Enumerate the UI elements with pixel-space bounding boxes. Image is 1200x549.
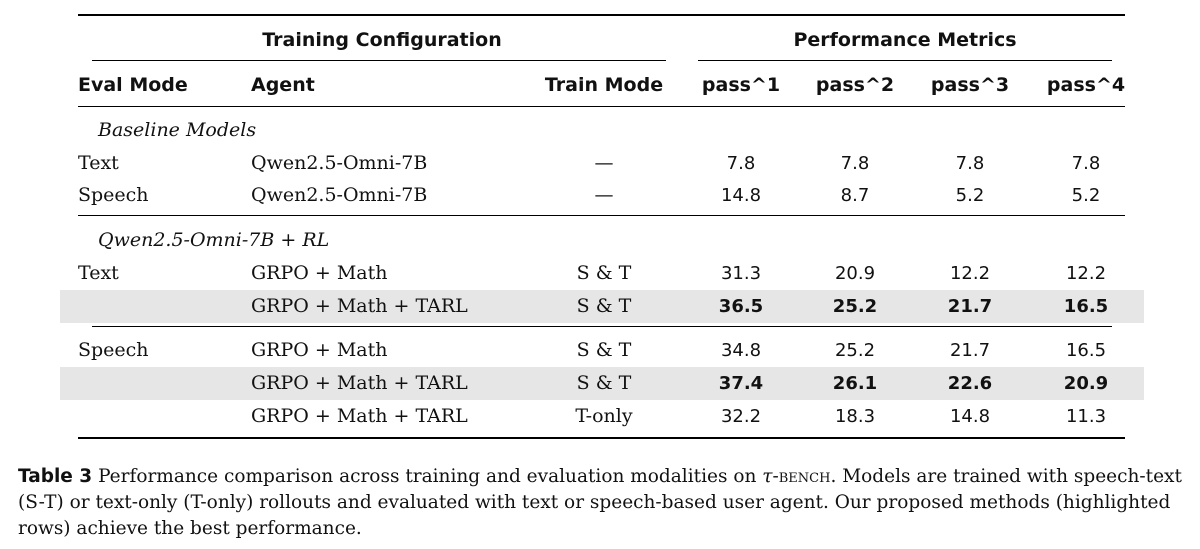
highlight-row-text-tarl bbox=[60, 290, 1144, 323]
cell-pass4: 12.2 bbox=[1065, 263, 1107, 284]
cell-pass2-best: 25.2 bbox=[832, 296, 878, 317]
bottom-rule bbox=[78, 437, 1125, 439]
cell-train-mode: — bbox=[594, 152, 614, 174]
cell-train-mode: S & T bbox=[576, 339, 632, 361]
caption-bench-name: -bench bbox=[772, 466, 831, 487]
cell-train-mode: S & T bbox=[576, 262, 632, 284]
cell-pass1: 31.3 bbox=[720, 263, 762, 284]
cell-train-mode: S & T bbox=[576, 372, 632, 394]
section-title-rl: Qwen2.5-Omni-7B + RL bbox=[98, 229, 330, 251]
cell-pass1: 34.8 bbox=[720, 340, 762, 361]
cell-train-mode: S & T bbox=[576, 295, 632, 317]
cell-eval-mode: Text bbox=[78, 262, 119, 284]
group-header-performance: Performance Metrics bbox=[793, 29, 1017, 51]
top-rule bbox=[78, 14, 1125, 16]
subgroup-rule bbox=[92, 326, 1112, 327]
cell-pass1-best: 36.5 bbox=[718, 296, 764, 317]
cell-agent: GRPO + Math bbox=[251, 262, 388, 284]
table-caption: Table 3 Performance comparison across tr… bbox=[18, 464, 1188, 542]
cell-eval-mode: Speech bbox=[78, 184, 149, 206]
col-header-eval-mode: Eval Mode bbox=[78, 74, 188, 96]
cell-agent: GRPO + Math + TARL bbox=[251, 405, 468, 427]
cell-train-mode: T-only bbox=[575, 405, 633, 427]
cell-pass1: 32.2 bbox=[720, 406, 762, 427]
cell-pass4: 11.3 bbox=[1065, 406, 1107, 427]
cell-pass4: 16.5 bbox=[1065, 340, 1107, 361]
metrics-group-rule bbox=[698, 60, 1112, 61]
cell-agent: GRPO + Math + TARL bbox=[251, 295, 468, 317]
cell-eval-mode: Text bbox=[78, 152, 119, 174]
cell-agent: GRPO + Math + TARL bbox=[251, 372, 468, 394]
cell-pass1: 14.8 bbox=[720, 185, 762, 206]
col-header-pass2: pass^2 bbox=[815, 74, 895, 96]
cell-pass2: 7.8 bbox=[840, 153, 870, 174]
cell-agent: Qwen2.5-Omni-7B bbox=[251, 184, 428, 206]
cell-pass3: 7.8 bbox=[955, 153, 985, 174]
header-rule bbox=[78, 106, 1125, 107]
caption-text-1: Performance comparison across training a… bbox=[98, 466, 763, 487]
col-header-pass4: pass^4 bbox=[1046, 74, 1126, 96]
caption-tau-symbol: τ bbox=[762, 466, 773, 487]
config-group-rule bbox=[92, 60, 666, 61]
caption-text-2: . Models are trained with speech-text (S… bbox=[18, 466, 1182, 539]
col-header-pass1: pass^1 bbox=[701, 74, 781, 96]
cell-pass2-best: 26.1 bbox=[832, 373, 878, 394]
cell-agent: Qwen2.5-Omni-7B bbox=[251, 152, 428, 174]
col-header-agent: Agent bbox=[251, 74, 315, 96]
cell-pass4: 7.8 bbox=[1071, 153, 1101, 174]
cell-train-mode: — bbox=[594, 184, 614, 206]
caption-label: Table 3 bbox=[18, 466, 93, 487]
cell-pass2: 25.2 bbox=[834, 340, 876, 361]
cell-pass1: 7.8 bbox=[726, 153, 756, 174]
cell-pass4: 5.2 bbox=[1071, 185, 1101, 206]
cell-eval-mode: Speech bbox=[78, 339, 149, 361]
cell-pass4-best: 20.9 bbox=[1063, 373, 1109, 394]
section-rule-1 bbox=[78, 215, 1125, 216]
cell-pass2: 20.9 bbox=[834, 263, 876, 284]
cell-pass3-best: 22.6 bbox=[947, 373, 993, 394]
highlight-row-speech-tarl bbox=[60, 367, 1144, 400]
cell-pass3-best: 21.7 bbox=[947, 296, 993, 317]
section-title-baseline: Baseline Models bbox=[98, 119, 257, 141]
cell-pass3: 5.2 bbox=[955, 185, 985, 206]
cell-agent: GRPO + Math bbox=[251, 339, 388, 361]
cell-pass3: 21.7 bbox=[949, 340, 991, 361]
cell-pass3: 12.2 bbox=[949, 263, 991, 284]
cell-pass1-best: 37.4 bbox=[718, 373, 764, 394]
col-header-pass3: pass^3 bbox=[930, 74, 1010, 96]
cell-pass2: 8.7 bbox=[840, 185, 870, 206]
col-header-train-mode: Train Mode bbox=[544, 74, 664, 96]
cell-pass2: 18.3 bbox=[834, 406, 876, 427]
group-header-training: Training Configuration bbox=[262, 29, 502, 51]
cell-pass3: 14.8 bbox=[949, 406, 991, 427]
cell-pass4-best: 16.5 bbox=[1063, 296, 1109, 317]
